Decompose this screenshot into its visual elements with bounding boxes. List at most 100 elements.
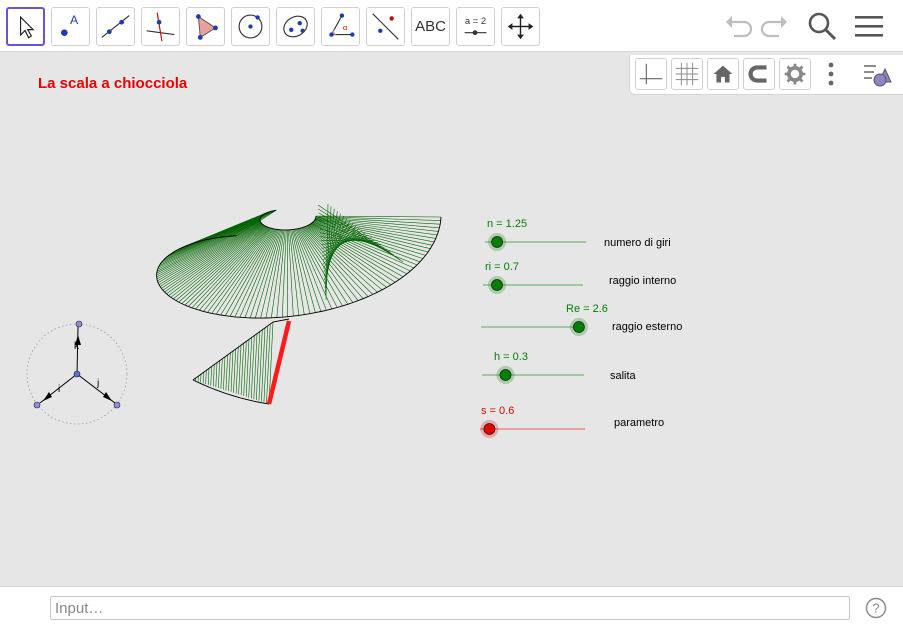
surface-ruling-line bbox=[301, 227, 364, 299]
slider-s-knob[interactable] bbox=[483, 423, 496, 435]
move-graphics-tool-button[interactable] bbox=[501, 7, 540, 46]
surface-ruling-line bbox=[314, 219, 433, 246]
slider-Re[interactable]: Re = 2.6 raggio esterno bbox=[481, 303, 682, 336]
slider-h-value: h = 0.3 bbox=[494, 351, 528, 363]
text-tool-button[interactable]: ABC bbox=[411, 7, 450, 46]
axes-widget-circle bbox=[26, 323, 128, 425]
surface-ruling-line bbox=[322, 230, 363, 257]
surface-ruling-line bbox=[205, 370, 207, 385]
search-button[interactable] bbox=[804, 8, 840, 44]
surface-ruling-line bbox=[258, 329, 263, 401]
surface-ruling-line bbox=[159, 222, 262, 287]
arrow-pointer-icon bbox=[19, 15, 35, 39]
slider-tool-button[interactable]: a = 2 bbox=[456, 7, 495, 46]
surface-ruling-line bbox=[313, 221, 426, 256]
polygon-tool-button[interactable] bbox=[186, 7, 225, 46]
surface-ruling-line bbox=[235, 347, 239, 394]
input-field[interactable] bbox=[50, 596, 850, 620]
surface-ruling-line bbox=[175, 225, 265, 301]
surface-ruling-line bbox=[188, 226, 268, 307]
surface-ruling-line bbox=[228, 352, 231, 392]
slider-s-caption: parametro bbox=[614, 417, 664, 429]
undo-icon bbox=[726, 16, 753, 38]
main-menu-button[interactable] bbox=[851, 8, 887, 44]
settings-button[interactable] bbox=[779, 58, 811, 90]
axes-origin-point[interactable] bbox=[73, 370, 81, 378]
slider-Re-knob[interactable] bbox=[573, 321, 585, 333]
line-tool-button[interactable] bbox=[96, 7, 135, 46]
toggle-grid-button[interactable] bbox=[671, 58, 703, 90]
surface-ruling-line bbox=[263, 325, 268, 403]
more-vertical-icon bbox=[828, 62, 834, 86]
circle-tool-button[interactable] bbox=[231, 7, 270, 46]
point-tool-button[interactable]: A bbox=[51, 7, 90, 46]
algebra-view-toggle[interactable] bbox=[860, 58, 896, 90]
move-tool-button[interactable] bbox=[6, 7, 45, 46]
surface-ruling-line bbox=[236, 210, 277, 236]
surface-ruling-line bbox=[322, 225, 357, 265]
j-axis-handle[interactable] bbox=[113, 401, 121, 409]
ellipse-tool-button[interactable] bbox=[276, 7, 315, 46]
slider-h-knob[interactable] bbox=[499, 369, 512, 381]
redo-button[interactable] bbox=[757, 8, 793, 44]
surface-ruling-line bbox=[225, 228, 276, 316]
slider-n[interactable]: n = 1.25 numero di giri bbox=[485, 218, 671, 251]
search-icon bbox=[808, 12, 837, 41]
perpendicular-tool-button[interactable] bbox=[141, 7, 180, 46]
home-icon bbox=[713, 65, 733, 83]
surface-ruling-line bbox=[249, 229, 281, 318]
k-axis-handle[interactable] bbox=[75, 320, 83, 328]
slider-ri-knob[interactable] bbox=[491, 279, 503, 291]
construction-title: La scala a chiocciola bbox=[38, 75, 188, 92]
slider-h-caption: salita bbox=[610, 370, 637, 382]
toggle-axes-button[interactable] bbox=[635, 58, 667, 90]
axes-widget[interactable]: k i j bbox=[26, 320, 128, 425]
more-options-button[interactable] bbox=[823, 58, 839, 90]
svg-text:?: ? bbox=[872, 601, 879, 616]
surface-ruling-line bbox=[266, 323, 271, 404]
surface-ruling-line bbox=[173, 225, 265, 300]
surface-ruling-line bbox=[215, 228, 274, 315]
slider-s[interactable]: s = 0.6 parametro bbox=[480, 405, 664, 438]
surface-ruling-line bbox=[207, 368, 210, 385]
undo-button[interactable] bbox=[720, 8, 756, 44]
surface-ruling-line bbox=[168, 224, 264, 296]
generator-segment[interactable] bbox=[266, 320, 292, 405]
surface-ruling-line bbox=[162, 223, 262, 291]
j-arrowhead bbox=[103, 392, 112, 401]
slider-ri[interactable]: ri = 0.7 raggio interno bbox=[483, 261, 676, 294]
surface-ruling-line bbox=[170, 224, 264, 298]
standard-view-button[interactable] bbox=[707, 58, 739, 90]
surface-ruling-line bbox=[195, 227, 269, 310]
k-arrowhead bbox=[75, 335, 81, 345]
surface-ruling-line bbox=[256, 331, 260, 401]
help-icon[interactable]: ? bbox=[865, 597, 887, 619]
surface-ruling-line bbox=[311, 223, 414, 269]
surface-ruling-line bbox=[303, 226, 374, 295]
surface-ruling-line bbox=[220, 358, 223, 389]
reflect-tool-button[interactable] bbox=[366, 7, 405, 46]
surface-ruling-line bbox=[289, 229, 300, 316]
surface-ruling-line bbox=[307, 225, 392, 286]
surface-ruling-line bbox=[315, 216, 441, 225]
surface-ruling-line bbox=[296, 228, 338, 308]
surface-ruling-line bbox=[307, 225, 396, 283]
surface-ruling-line bbox=[253, 333, 258, 400]
surface-ruling-line bbox=[271, 229, 285, 318]
surface-ruling-line bbox=[215, 362, 218, 388]
i-axis-handle[interactable] bbox=[33, 401, 41, 409]
graphics-view[interactable]: k i j n = 1.25 numero di giri ri = 0.7 ragg… bbox=[0, 53, 903, 585]
surface-ruling-line bbox=[261, 327, 266, 402]
surface-ruling-line bbox=[292, 229, 316, 313]
inner-edge-curve bbox=[259, 209, 317, 231]
angle-tool-button[interactable]: α bbox=[321, 7, 360, 46]
surface-ruling-line bbox=[268, 321, 274, 405]
slider-h[interactable]: h = 0.3 salita bbox=[482, 351, 637, 384]
slider-n-knob[interactable] bbox=[491, 236, 504, 248]
surface-ruling-line bbox=[227, 210, 275, 237]
point-capturing-button[interactable] bbox=[743, 58, 775, 90]
surface-ruling-line bbox=[255, 229, 282, 319]
surface-ruling-line bbox=[222, 210, 274, 238]
surface-ruling-line bbox=[305, 226, 383, 291]
surface-ruling-line bbox=[213, 364, 215, 387]
